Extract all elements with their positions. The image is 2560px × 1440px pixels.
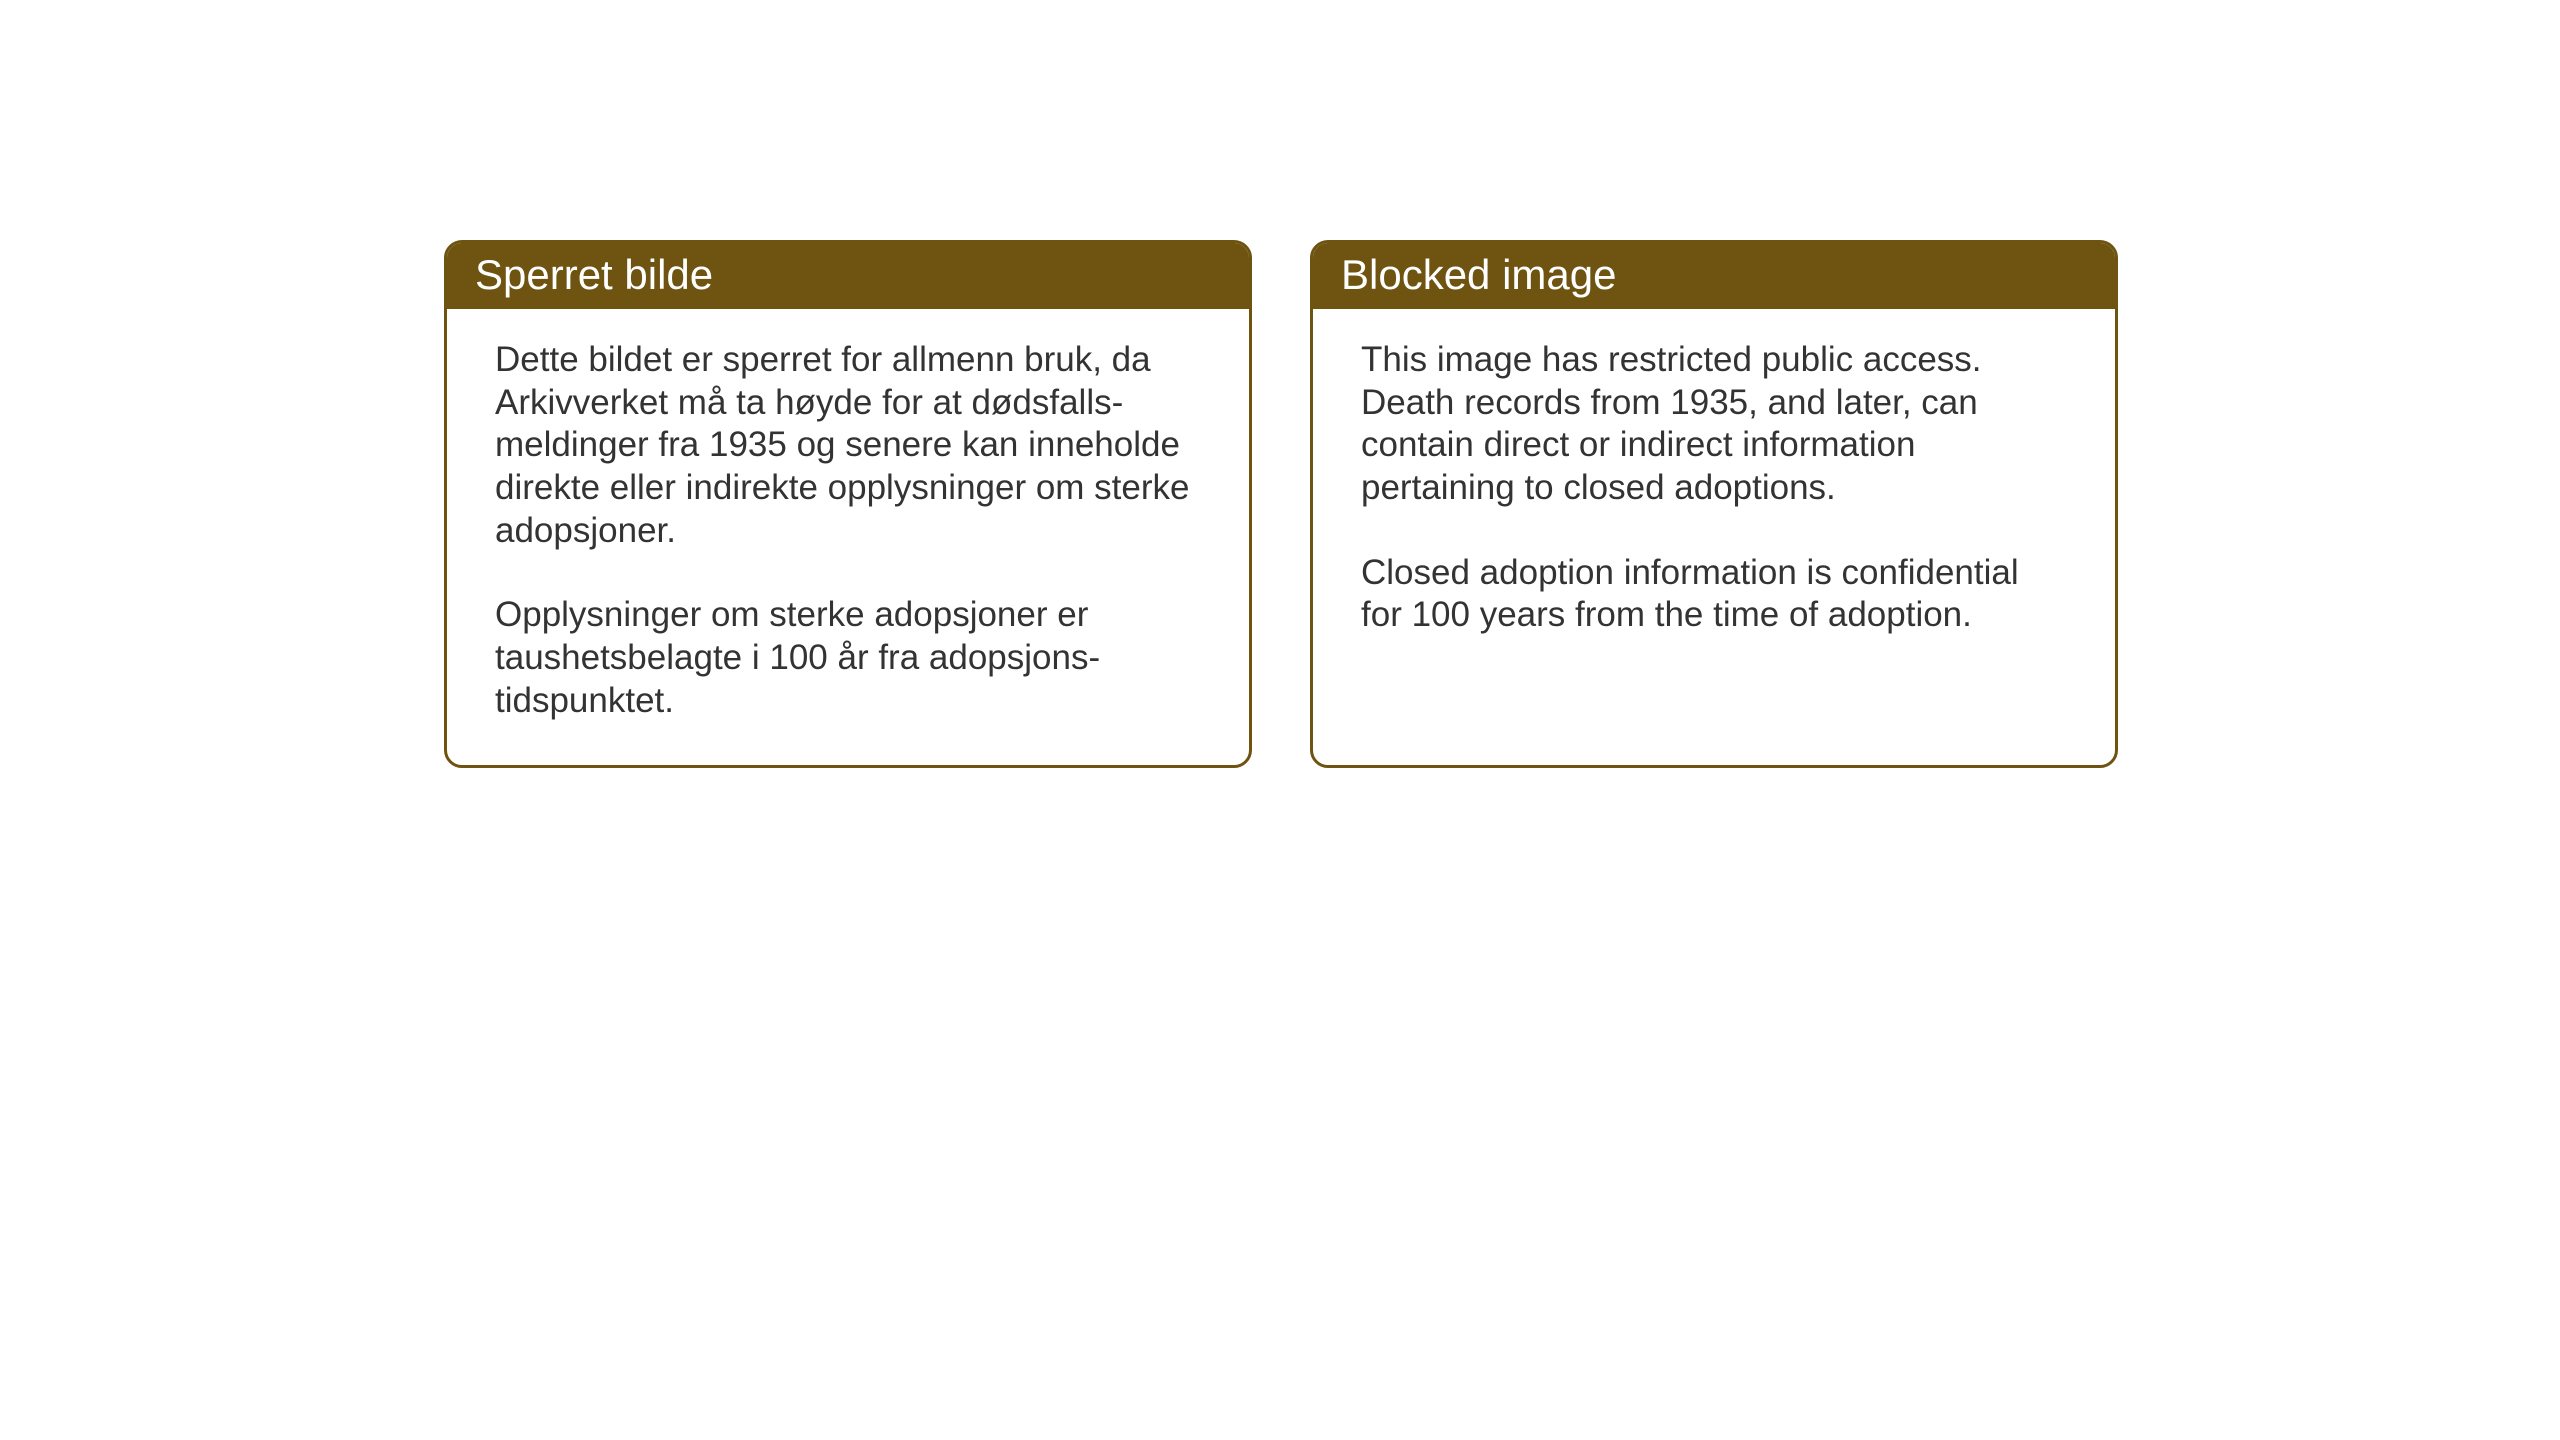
card-title: Sperret bilde [475,251,713,298]
card-header: Sperret bilde [447,243,1249,309]
card-paragraph: Dette bildet er sperret for allmenn bruk… [495,339,1201,552]
notice-card-norwegian: Sperret bilde Dette bildet er sperret fo… [444,240,1252,768]
card-title: Blocked image [1341,251,1616,298]
card-paragraph: Closed adoption information is confident… [1361,552,2067,637]
card-body: Dette bildet er sperret for allmenn bruk… [447,309,1249,765]
notice-card-english: Blocked image This image has restricted … [1310,240,2118,768]
card-header: Blocked image [1313,243,2115,309]
card-paragraph: This image has restricted public access.… [1361,339,2067,510]
card-body: This image has restricted public access.… [1313,309,2115,679]
card-paragraph: Opplysninger om sterke adopsjoner er tau… [495,594,1201,722]
notice-container: Sperret bilde Dette bildet er sperret fo… [444,240,2118,768]
